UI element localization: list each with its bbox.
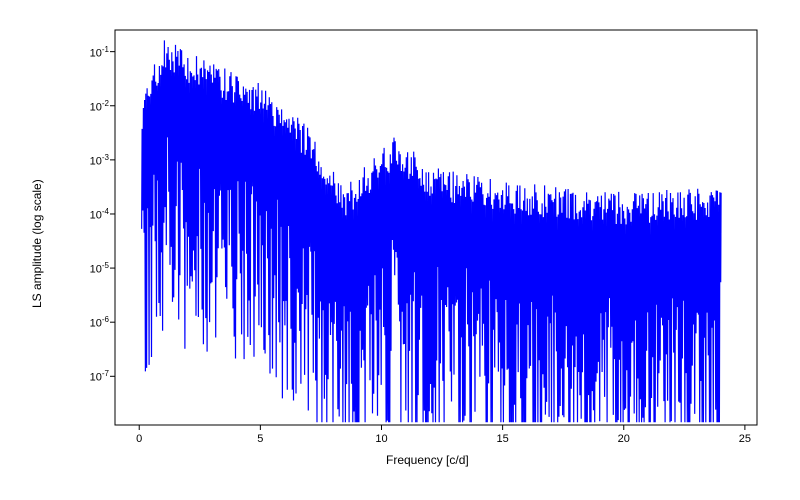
y-tick-label: 10-6 [67, 315, 109, 330]
x-tick-label: 20 [614, 433, 634, 445]
x-tick-label: 5 [250, 433, 270, 445]
x-tick-label: 25 [735, 433, 755, 445]
y-tick-label: 10-5 [67, 261, 109, 276]
x-tick-label: 10 [371, 433, 391, 445]
x-axis-label: Frequency [c/d] [386, 453, 469, 467]
x-tick-label: 15 [493, 433, 513, 445]
periodogram-chart [0, 0, 800, 500]
y-tick-label: 10-3 [67, 153, 109, 168]
y-tick-label: 10-1 [67, 45, 109, 60]
y-tick-label: 10-2 [67, 99, 109, 114]
y-tick-label: 10-7 [67, 369, 109, 384]
y-axis-label: LS amplitude (log scale) [30, 179, 44, 308]
y-tick-label: 10-4 [67, 207, 109, 222]
x-tick-label: 0 [129, 433, 149, 445]
